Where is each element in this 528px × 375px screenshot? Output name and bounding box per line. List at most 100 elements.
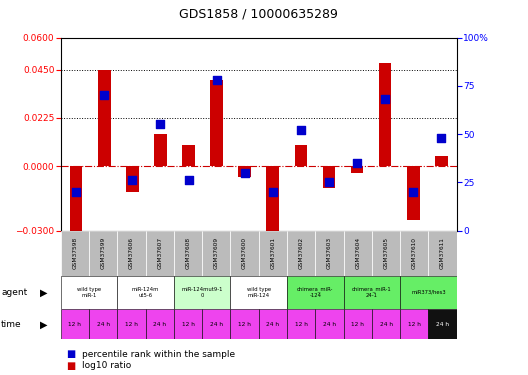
Bar [259,231,287,276]
Bar [61,309,89,339]
Text: GSM37602: GSM37602 [299,237,304,269]
Bar [344,276,400,309]
Text: log10 ratio: log10 ratio [82,361,131,370]
Bar [351,166,363,172]
Text: 24 h: 24 h [153,322,166,327]
Point [297,127,305,133]
Bar [323,166,335,188]
Text: 12 h: 12 h [351,322,364,327]
Bar [89,309,117,339]
Text: ■: ■ [66,361,76,370]
Bar [174,276,230,309]
Bar [230,276,287,309]
Text: GSM37610: GSM37610 [412,237,417,269]
Text: GSM37611: GSM37611 [440,237,445,269]
Text: GSM37608: GSM37608 [185,237,191,269]
Text: 12 h: 12 h [125,322,138,327]
Point [437,135,446,141]
Point [212,77,221,83]
Text: agent: agent [1,288,27,297]
Bar [146,309,174,339]
Bar [372,231,400,276]
Point [269,189,277,195]
Bar [117,309,146,339]
Text: 24 h: 24 h [380,322,392,327]
Point [409,189,418,195]
Text: miR373/hes3: miR373/hes3 [411,290,446,295]
Text: 12 h: 12 h [408,322,421,327]
Text: GSM37598: GSM37598 [72,237,78,269]
Text: GSM37600: GSM37600 [242,237,247,269]
Bar [344,231,372,276]
Text: miR-124mut9-1
0: miR-124mut9-1 0 [182,287,223,298]
Bar [238,166,251,177]
Text: GSM37603: GSM37603 [327,237,332,269]
Bar [400,231,428,276]
Bar [154,134,167,166]
Text: 24 h: 24 h [436,322,449,327]
Bar [230,309,259,339]
Point [381,96,389,102]
Text: ▶: ▶ [40,288,47,297]
Bar [344,309,372,339]
Bar [259,309,287,339]
Bar [428,309,457,339]
Bar [174,231,202,276]
Bar [315,231,344,276]
Point [184,177,193,183]
Text: GSM37607: GSM37607 [157,237,162,269]
Bar [407,166,420,220]
Text: time: time [1,320,22,329]
Text: chimera_miR-1
24-1: chimera_miR-1 24-1 [352,287,392,298]
Text: 24 h: 24 h [323,322,336,327]
Text: 24 h: 24 h [97,322,110,327]
Bar [202,231,230,276]
Text: chimera_miR-
-124: chimera_miR- -124 [297,287,334,298]
Bar [117,276,174,309]
Text: 12 h: 12 h [295,322,308,327]
Bar [202,309,230,339]
Text: ■: ■ [66,350,76,359]
Text: wild type
miR-124: wild type miR-124 [247,287,271,298]
Text: ▶: ▶ [40,320,47,329]
Text: GSM37601: GSM37601 [270,237,276,269]
Point [100,93,108,99]
Text: 24 h: 24 h [210,322,223,327]
Bar [372,309,400,339]
Bar [89,231,117,276]
Text: GSM37604: GSM37604 [355,237,360,269]
Bar [182,145,195,166]
Bar [435,156,448,166]
Bar [117,231,146,276]
Text: miR-124m
ut5-6: miR-124m ut5-6 [132,287,159,298]
Text: GDS1858 / 10000635289: GDS1858 / 10000635289 [180,8,338,21]
Point [156,122,165,128]
Bar [400,276,457,309]
Point [240,170,249,176]
Bar [267,166,279,248]
Bar [146,231,174,276]
Text: wild type
miR-1: wild type miR-1 [77,287,101,298]
Text: GSM37605: GSM37605 [383,237,389,269]
Bar [379,63,391,166]
Bar [400,309,428,339]
Text: GSM37609: GSM37609 [214,237,219,269]
Bar [174,309,202,339]
Bar [98,70,110,166]
Bar [61,276,117,309]
Bar [315,309,344,339]
Bar [126,166,139,192]
Bar [210,80,223,166]
Bar [428,231,457,276]
Bar [70,166,82,237]
Bar [295,145,307,166]
Text: GSM37606: GSM37606 [129,237,134,269]
Text: 12 h: 12 h [238,322,251,327]
Bar [287,276,344,309]
Text: 24 h: 24 h [266,322,279,327]
Text: percentile rank within the sample: percentile rank within the sample [82,350,235,359]
Text: 12 h: 12 h [69,322,81,327]
Bar [287,309,315,339]
Text: GSM37599: GSM37599 [101,237,106,269]
Point [353,160,361,166]
